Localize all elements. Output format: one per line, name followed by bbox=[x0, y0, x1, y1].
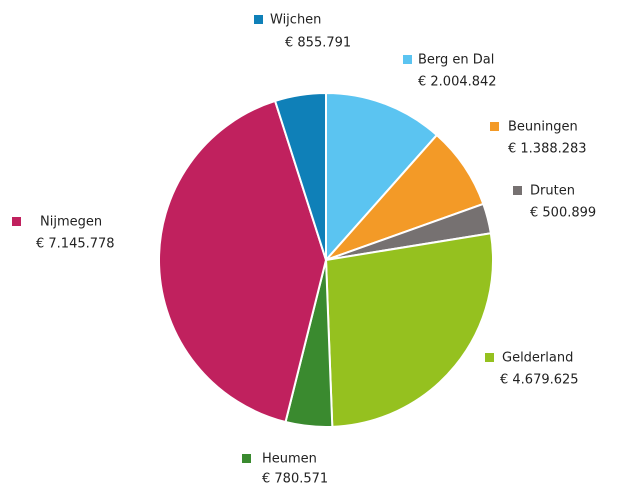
legend-swatch bbox=[12, 217, 21, 226]
slice-value: € 855.791 bbox=[285, 36, 351, 51]
legend-swatch bbox=[513, 186, 522, 195]
slice-label: Druten bbox=[530, 184, 575, 199]
slice-label: Berg en Dal bbox=[418, 53, 494, 68]
slice-label: Wijchen bbox=[270, 13, 321, 28]
legend-swatch bbox=[403, 55, 412, 64]
slice-label: Beuningen bbox=[508, 120, 578, 135]
legend-swatch bbox=[490, 122, 499, 131]
pie-slice bbox=[324, 232, 494, 428]
slice-label: Gelderland bbox=[502, 351, 573, 366]
pie-slice bbox=[325, 91, 439, 263]
slice-value: € 4.679.625 bbox=[500, 373, 579, 388]
legend-swatch bbox=[242, 454, 251, 463]
slice-value: € 500.899 bbox=[530, 206, 596, 221]
slice-value: € 7.145.778 bbox=[36, 237, 115, 252]
legend-swatch bbox=[254, 15, 263, 24]
pie-slice bbox=[158, 99, 328, 424]
slice-value: € 1.388.283 bbox=[508, 142, 587, 157]
slice-value: € 2.004.842 bbox=[418, 75, 497, 90]
legend-swatch bbox=[485, 353, 494, 362]
slice-label: Heumen bbox=[262, 452, 317, 467]
slice-value: € 780.571 bbox=[262, 472, 328, 486]
slice-label: Nijmegen bbox=[40, 215, 102, 230]
pie-slice bbox=[273, 91, 327, 261]
